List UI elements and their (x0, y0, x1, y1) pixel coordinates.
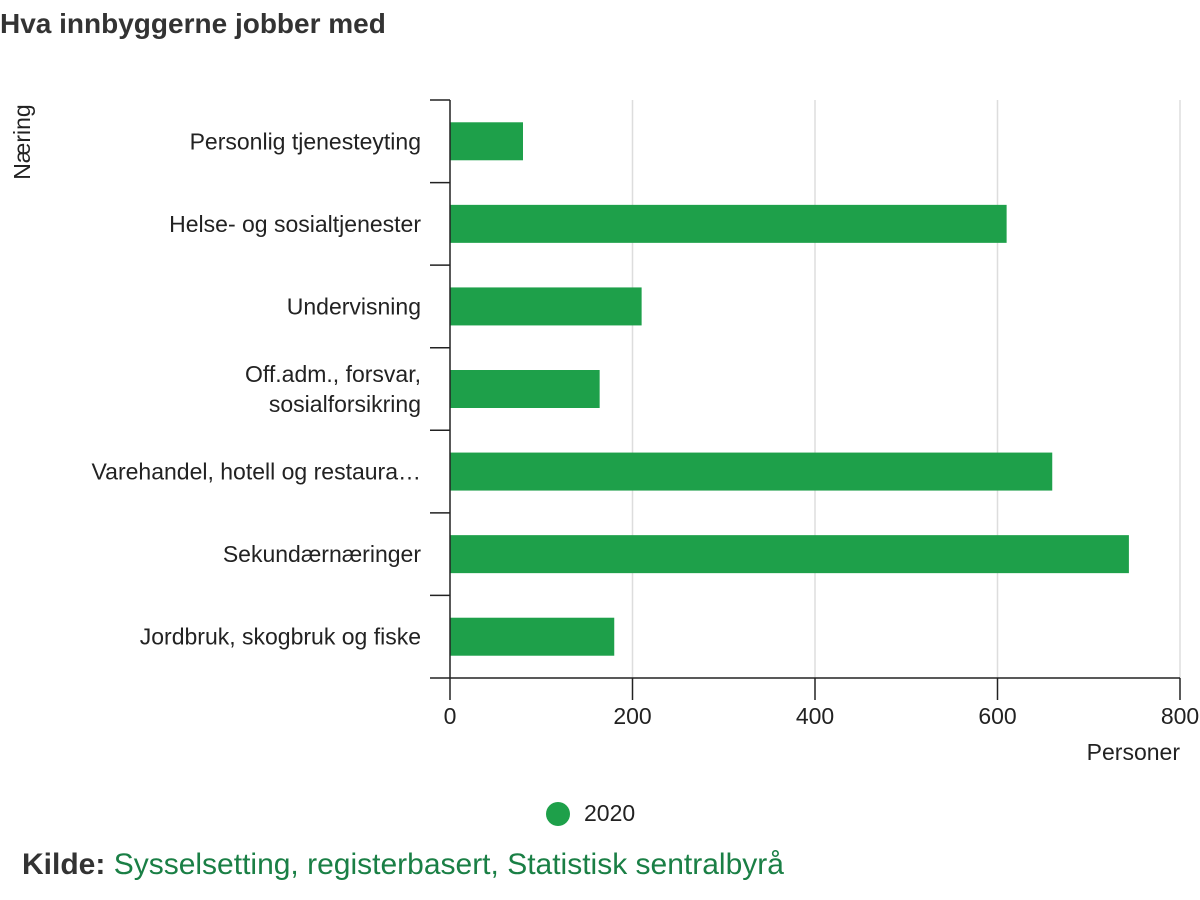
bar[interactable] (450, 617, 615, 656)
category-label: Varehandel, hotell og restaura… (92, 459, 421, 485)
grid-lines (631, 100, 1181, 678)
bar[interactable] (450, 370, 600, 408)
category-label: Personlig tjenesteyting (190, 128, 421, 154)
category-label: Helse- og sosialtjenester (169, 211, 421, 237)
source-label: Kilde: (22, 848, 106, 881)
bar[interactable] (450, 204, 1007, 243)
y-axis-title: Næring (9, 104, 35, 179)
bars (450, 122, 1129, 656)
bar[interactable] (450, 535, 1129, 574)
legend-label: 2020 (584, 800, 636, 826)
category-label: Undervisning (287, 293, 421, 319)
category-label: Sekundærnæringer (223, 541, 422, 567)
x-tick-label: 400 (796, 703, 834, 729)
chart-title: Hva innbyggerne jobber med (0, 8, 386, 39)
bar-chart: Personlig tjenesteyting Helse- og sosialt… (9, 99, 1200, 765)
source-link[interactable]: Sysselsetting, registerbasert, Statistis… (113, 848, 784, 881)
x-axis-title: Personer (1087, 739, 1181, 765)
category-labels: Personlig tjenesteyting Helse- og sosialt… (92, 128, 422, 649)
category-label: Off.adm., forsvar, sosialforsikring (245, 361, 421, 417)
bar[interactable] (450, 452, 1053, 491)
x-tick-label: 600 (978, 703, 1016, 729)
x-tick-label: 200 (613, 703, 651, 729)
x-tick-label: 800 (1161, 703, 1199, 729)
bar[interactable] (450, 287, 642, 326)
category-label: Jordbruk, skogbruk og fiske (140, 624, 421, 650)
axes (430, 99, 1181, 700)
source-line: Kilde: Sysselsetting, registerbasert, St… (22, 848, 784, 882)
x-tick-labels: 0 200 400 600 800 (444, 703, 1200, 729)
x-tick-label: 0 (444, 703, 457, 729)
legend[interactable]: 2020 (546, 800, 635, 827)
legend-marker-icon (546, 801, 570, 826)
bar[interactable] (450, 122, 523, 161)
